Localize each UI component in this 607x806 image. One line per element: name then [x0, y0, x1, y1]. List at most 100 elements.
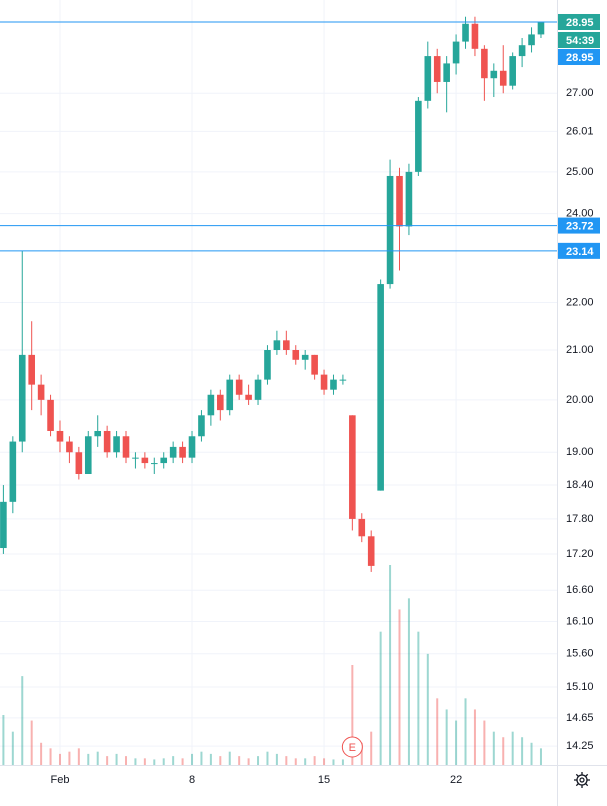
axes: 27.00 26.01 25.00 24.00 22.00 21.00 20.00 19.00… — [50, 13, 600, 786]
volume-bar — [68, 751, 71, 765]
price-line-label-bg — [558, 217, 600, 234]
candle-body — [226, 379, 234, 411]
x-tick-label: 8 — [189, 774, 195, 786]
volume-bar — [492, 731, 495, 765]
volume-bar — [266, 751, 269, 765]
candle-body — [283, 340, 290, 351]
y-tick-label: 16.10 — [566, 615, 594, 627]
volume-bar — [455, 720, 458, 765]
volume-bar — [389, 565, 392, 765]
volume-bar — [247, 758, 250, 765]
candle-body — [320, 374, 328, 390]
volume-bar — [2, 715, 5, 765]
y-tick-label: 26.01 — [566, 125, 594, 137]
volume-bar — [370, 731, 373, 765]
candle-body — [405, 171, 413, 227]
candle-body — [0, 501, 7, 549]
candle-body — [358, 518, 366, 537]
candle-body — [254, 379, 262, 400]
y-tick-label: 14.25 — [566, 740, 594, 752]
gear-teeth — [574, 772, 590, 788]
y-tick-label: 18.40 — [566, 479, 594, 491]
candle-body — [528, 34, 535, 46]
y-tick-label: 27.00 — [566, 87, 594, 99]
candles — [0, 16, 545, 572]
volume-bar — [521, 737, 524, 765]
volume-bar — [124, 756, 127, 765]
candle-body — [311, 354, 318, 375]
volume-bar — [539, 748, 542, 765]
y-tick-label: 15.10 — [566, 681, 594, 693]
volume-bar — [473, 709, 476, 765]
candle-body — [66, 441, 73, 453]
candle-body — [141, 457, 149, 464]
candle-body — [150, 463, 158, 465]
candle-body — [301, 354, 309, 360]
candle-body — [292, 350, 300, 360]
candle-body — [339, 379, 347, 381]
y-tick-label: 16.60 — [566, 584, 594, 596]
volume-bar — [191, 753, 194, 765]
volume-bar — [285, 756, 288, 765]
candle-body — [471, 23, 479, 49]
candle-body — [169, 446, 177, 458]
candle-body — [537, 21, 545, 35]
volume-bar — [106, 756, 109, 765]
volume-bar — [58, 753, 61, 765]
y-tick-label: 21.00 — [566, 344, 594, 356]
candle-body — [235, 379, 243, 395]
volume-bar — [323, 758, 326, 765]
grid — [0, 0, 557, 765]
earnings-label: E — [349, 742, 356, 754]
settings-icon[interactable] — [574, 772, 590, 788]
volume-bar — [219, 756, 222, 765]
price-line-label-bg — [558, 48, 600, 65]
candle-body — [462, 23, 469, 42]
volume-bar — [153, 759, 156, 765]
earnings-marker — [341, 736, 363, 758]
volume-bar — [445, 709, 448, 765]
volume-bar — [502, 737, 505, 765]
volume-bar — [134, 758, 137, 765]
volume-bar — [304, 758, 307, 765]
volume-bar — [379, 631, 382, 765]
candle-body — [198, 415, 205, 437]
volume-bar — [40, 742, 43, 765]
volume-bar — [115, 753, 118, 765]
volume-bar — [341, 759, 344, 765]
overlays: E — [0, 21, 557, 758]
y-tick-label: 19.00 — [566, 446, 594, 458]
price-line-label: 23.14 — [566, 246, 594, 258]
volume-bar — [143, 758, 146, 765]
candle-body — [132, 457, 139, 459]
volume-bar — [87, 753, 90, 765]
volume-bar — [172, 756, 175, 765]
candle-body — [443, 63, 450, 82]
candle-body — [264, 350, 271, 380]
volume-bar — [360, 742, 363, 765]
candle-body — [424, 56, 432, 101]
volume-bar — [30, 720, 33, 765]
volume-bar — [275, 753, 278, 765]
volume-bar — [21, 676, 24, 765]
price-line-label-bg — [558, 242, 600, 259]
candle-body — [490, 70, 498, 79]
volume-bar — [200, 751, 203, 765]
volume-bar — [238, 756, 241, 765]
x-tick-label: 15 — [318, 774, 330, 786]
candle-body — [377, 284, 384, 491]
volume-bar — [351, 665, 354, 765]
price-line-label: 28.95 — [566, 52, 594, 64]
y-tick-label: 17.80 — [566, 513, 594, 525]
candle-body — [188, 436, 196, 458]
candle-body — [245, 394, 252, 400]
candle-body — [367, 536, 375, 566]
volume-bar — [417, 631, 420, 765]
volume-bar — [426, 653, 429, 765]
volume-bar — [209, 753, 212, 765]
candle-body — [396, 175, 403, 227]
volume-bar — [483, 720, 486, 765]
volume-bar — [332, 759, 335, 765]
volume-bar — [96, 751, 99, 765]
